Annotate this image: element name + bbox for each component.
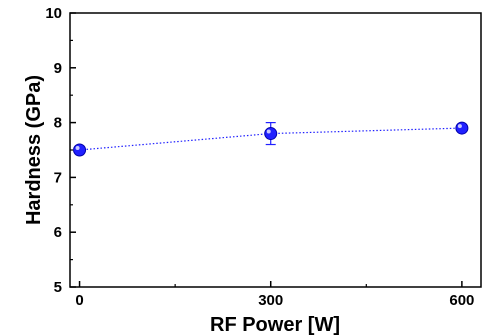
data-point [264,127,278,141]
y-tick-label: 9 [54,60,62,77]
data-point-highlight [457,124,462,129]
x-tick-label: 300 [258,292,283,309]
axis-ticks [70,12,463,288]
series-line [79,127,462,151]
y-tick-label: 8 [54,115,62,132]
y-tick-label: 10 [45,5,62,22]
x-tick-label: 0 [75,292,83,309]
tick-labels: 5 6 7 8 9 10 0 300 600 [45,5,474,309]
x-axis-title: RF Power [W] [210,314,340,335]
y-tick-label: 7 [54,169,62,186]
y-axis-title: Hardness (GPa) [23,75,45,225]
x-tick-label: 600 [449,292,474,309]
series-layer [73,121,469,157]
plot-area [69,12,482,288]
y-tick-label: 6 [54,224,62,241]
y-tick-label: 5 [54,279,62,296]
data-point-highlight [75,146,80,150]
data-point [455,121,469,135]
plot-frame [69,12,482,288]
data-point [73,143,87,157]
data-point-highlight [266,129,271,134]
